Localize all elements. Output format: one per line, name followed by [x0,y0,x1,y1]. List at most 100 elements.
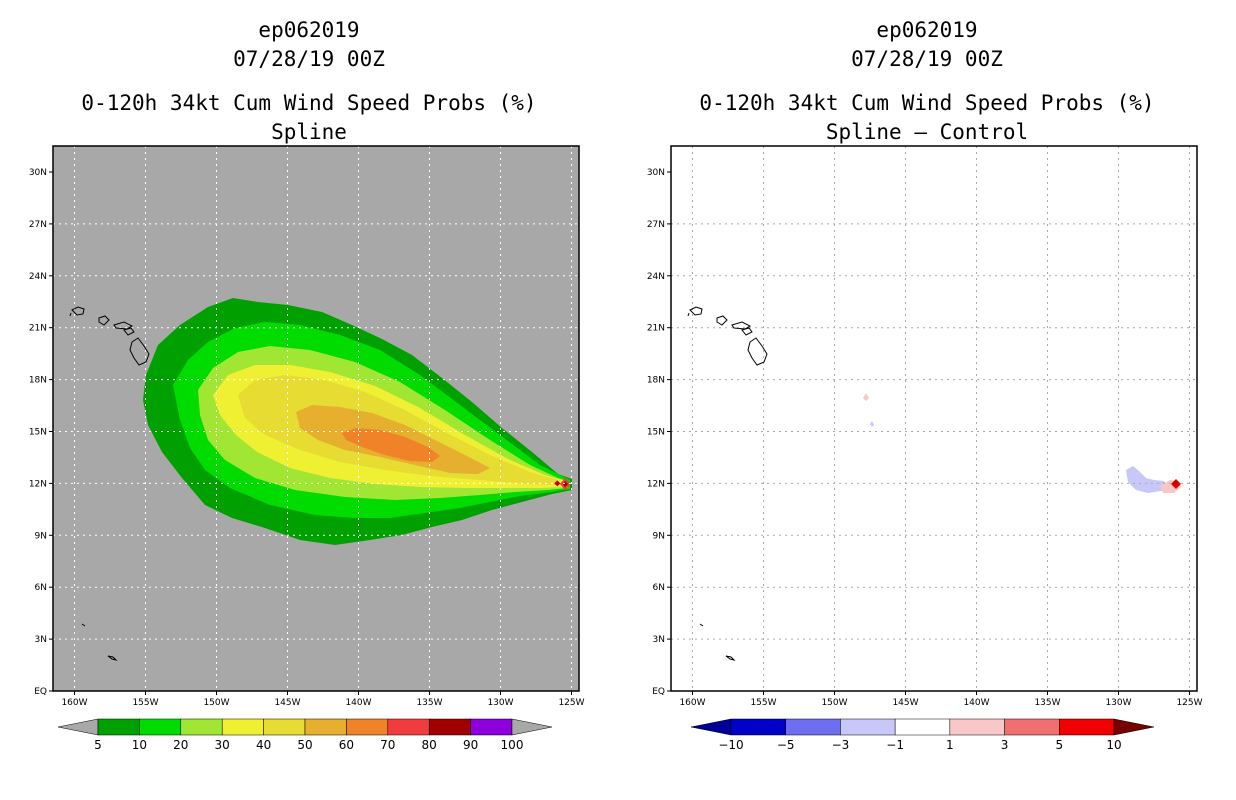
lat-tick-label: 12N [647,479,665,489]
lat-tick-label: 9N [653,531,665,541]
lat-tick-label: 3N [653,635,665,645]
colorbar-label: −10 [718,738,743,752]
colorbar-label: 90 [463,738,478,752]
colorbar-segment [470,718,513,736]
colorbar-label: 10 [1106,738,1121,752]
lon-tick-label: 135W [1034,698,1060,708]
lon-tick-label: 140W [963,698,989,708]
lat-tick-label: 15N [29,428,47,438]
colorbar-segment [949,718,1005,736]
lat-tick-label: 3N [35,635,47,645]
colorbar-label: 10 [132,738,147,752]
island-oahu [716,315,728,326]
colorbar-label: 20 [173,738,188,752]
colorbar-under-arrow [690,718,732,736]
colorbar-segment [221,718,264,736]
colorbar-label: 60 [339,738,354,752]
lat-tick-label: 30N [647,168,665,178]
island-kauai [69,306,85,317]
island-kauai [687,306,703,317]
lon-tick-label: 150W [203,698,229,708]
island-palmyra [81,623,86,627]
island-hawaii [129,337,150,366]
lat-tick-label: EQ [652,687,665,697]
colorbar: −10 −5 −3 −1 1 3 5 10 [690,718,1155,752]
lat-tick-label: 27N [647,220,665,230]
lat-tick-label: 24N [29,272,47,282]
colorbar-label: −1 [886,738,904,752]
colorbar-segment [139,718,182,736]
lat-tick-label: 21N [647,324,665,334]
diff-negative-blob [1126,466,1168,493]
colorbar-label: 5 [1055,738,1063,752]
colorbar-segment [97,718,140,736]
lat-ticks: 30N 27N 24N 21N 18N 15N 12N 9N 6N 3N EQ [647,168,671,697]
colorbar-label: 5 [94,738,102,752]
island-hawaii [747,337,768,366]
colorbar-segment [1004,718,1060,736]
colorbar-segment [785,718,841,736]
lon-tick-label: 145W [274,698,300,708]
colorbar-segment [894,718,951,736]
probability-map: 30N 27N 24N 21N 18N 15N 12N 9N 6N 3N EQ 160W 155W 15… [29,145,585,752]
colorbar-segment [263,718,306,736]
lat-tick-label: 24N [647,272,665,282]
lon-tick-label: 145W [892,698,918,708]
map-subtitle: Spline [271,120,347,144]
lon-ticks: 160W 155W 150W 145W 140W 135W 130W 125W [679,691,1203,708]
colorbar-segment [840,718,896,736]
colorbar-label: −5 [777,738,795,752]
lat-tick-label: 18N [647,376,665,386]
coastlines [69,306,150,661]
lon-tick-label: 140W [345,698,371,708]
island-maui [741,327,753,336]
colorbar-segment [730,718,786,736]
colorbar-label: 1 [946,738,954,752]
diff-positive-dot [863,393,869,401]
colorbar-under-arrow [57,718,99,736]
lon-tick-label: 130W [487,698,513,708]
lon-tick-label: 125W [1176,698,1202,708]
storm-center-marker [554,480,561,487]
map-title: 0-120h 34kt Cum Wind Speed Probs (%) [699,91,1155,115]
left-panel: ep062019 07/28/19 00Z 0-120h 34kt Cum Wi… [29,18,585,752]
coastlines [687,306,768,661]
lat-tick-label: EQ [34,687,47,697]
map-frame [670,145,1198,692]
probability-contours [143,298,572,545]
colorbar-label: 40 [256,738,271,752]
island-palmyra [699,623,704,627]
lat-tick-label: 6N [35,583,47,593]
gridlines [53,146,579,691]
lat-tick-label: 9N [35,531,47,541]
diff-negative-dot [870,421,874,427]
datetime: 07/28/19 00Z [851,47,1003,71]
right-panel: ep062019 07/28/19 00Z 0-120h 34kt Cum Wi… [618,0,1236,800]
storm-id: ep062019 [258,18,360,42]
colorbar-segment [346,718,389,736]
colorbar-label: 50 [297,738,312,752]
lat-tick-label: 15N [647,428,665,438]
map-subtitle: Spline – Control [825,120,1029,144]
lon-tick-label: 160W [61,698,87,708]
colorbar-segment [180,718,223,736]
map-title: 0-120h 34kt Cum Wind Speed Probs (%) [81,91,537,115]
island-molokai [731,321,752,330]
storm-center-marker [1172,480,1179,487]
lon-tick-label: 125W [558,698,584,708]
colorbar-segment [304,718,347,736]
lat-tick-label: 6N [653,583,665,593]
lon-tick-label: 155W [132,698,158,708]
island-maui [123,327,135,336]
datetime: 07/28/19 00Z [233,47,385,71]
lat-tick-label: 21N [29,324,47,334]
colorbar-segment [428,718,471,736]
colorbar-over-arrow [1113,718,1155,736]
colorbar-label: 70 [380,738,395,752]
island-kiritimati [107,655,118,661]
island-molokai [113,321,134,330]
lon-tick-label: 150W [821,698,847,708]
colorbar-label: 3 [1001,738,1009,752]
lat-tick-label: 18N [29,376,47,386]
colorbar-over-arrow [511,718,553,736]
